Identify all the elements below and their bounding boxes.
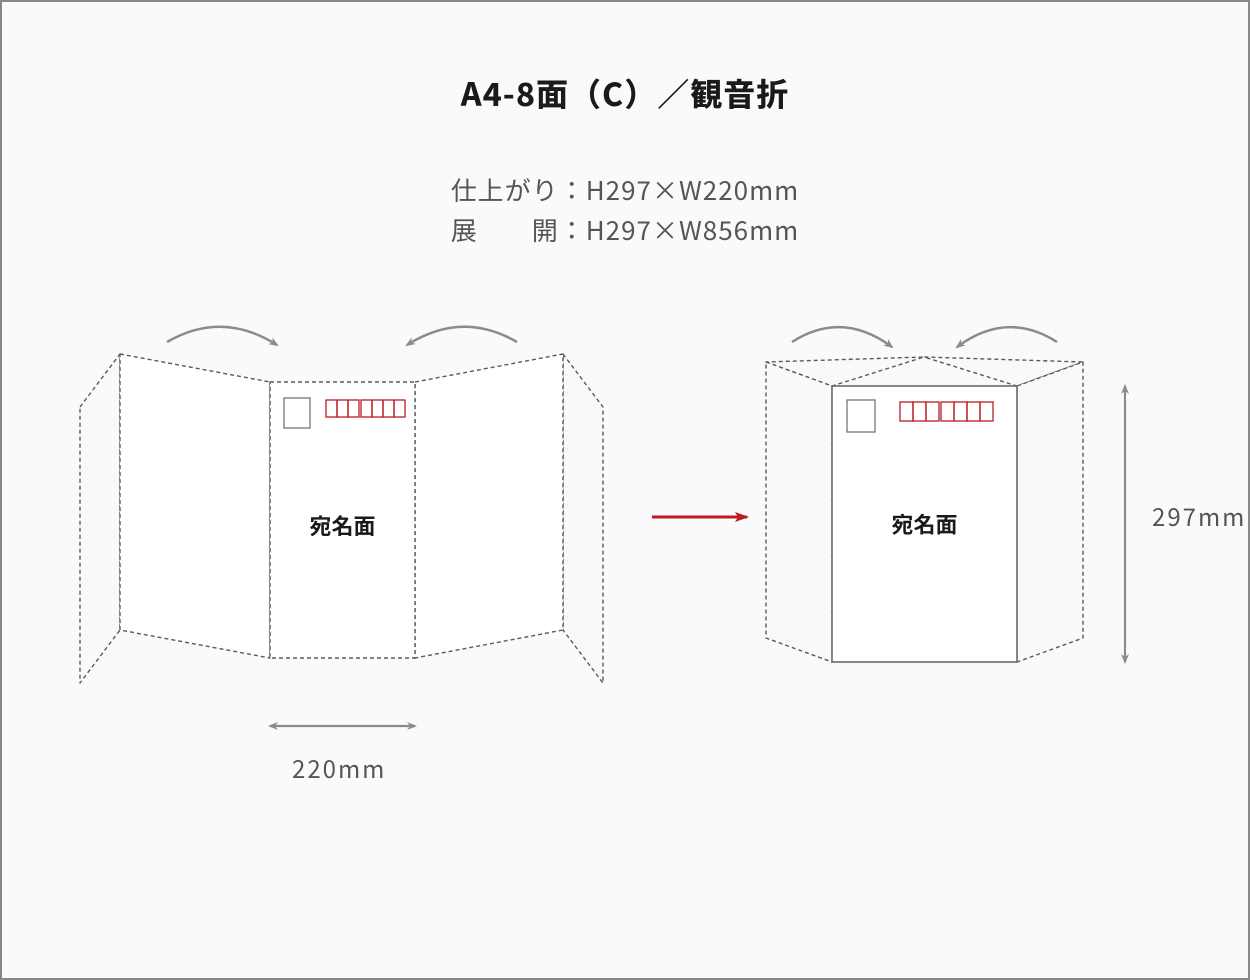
spec-unfolded: 展 開：H297×W856mm: [2, 210, 1248, 250]
width-dimension-label: 220mm: [292, 750, 386, 785]
fold-diagram-svg: 220mm 297mm 宛名面 宛名面: [2, 322, 1250, 962]
spec-unfolded-label: 展 開：: [451, 210, 586, 250]
diagram-area: 220mm 297mm 宛名面 宛名面: [2, 322, 1248, 922]
diagram-frame: A4-8面（C）／観音折 仕上がり：H297×W220mm 展 開：H297×W…: [0, 0, 1250, 980]
spec-finished-value: H297×W220mm: [586, 171, 800, 208]
height-dimension-label: 297mm: [1152, 498, 1246, 533]
specs-block: 仕上がり：H297×W220mm 展 開：H297×W856mm: [2, 170, 1248, 251]
spec-unfolded-value: H297×W856mm: [586, 211, 800, 248]
panel-label-left: 宛名面: [309, 509, 375, 541]
spec-finished: 仕上がり：H297×W220mm: [2, 170, 1248, 210]
panel-label-right: 宛名面: [891, 507, 957, 539]
spec-finished-label: 仕上がり：: [451, 170, 586, 210]
page-title: A4-8面（C）／観音折: [2, 70, 1248, 116]
fold-arrows: [167, 327, 1057, 347]
